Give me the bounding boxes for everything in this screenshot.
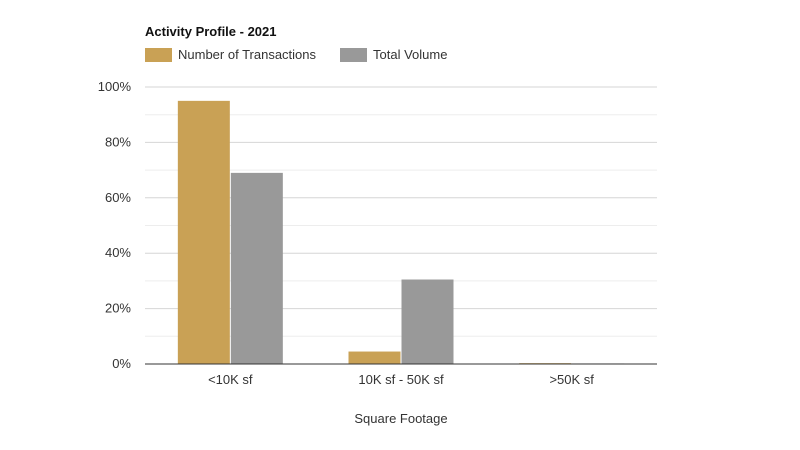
y-axis-ticks: 0% 20% 40% 60% 80% 100% [98,79,132,371]
legend-label-transactions: Number of Transactions [178,47,317,62]
x-tick-label: >50K sf [549,372,594,387]
bars [177,100,625,364]
x-tick-label: <10K sf [208,372,253,387]
x-tick-label: 10K sf - 50K sf [358,372,444,387]
legend-swatch-volume [340,47,368,62]
bar-volume [230,172,283,364]
y-tick-label: 40% [105,245,131,260]
legend-label-volume: Total Volume [373,47,448,62]
chart-title: Activity Profile - 2021 [145,24,277,39]
x-axis-ticks: <10K sf 10K sf - 50K sf >50K sf [208,372,594,387]
y-tick-label: 60% [105,190,131,205]
y-tick-label: 80% [105,134,131,149]
chart-legend: Number of Transactions Total Volume [145,47,471,62]
legend-item-transactions: Number of Transactions [145,47,316,62]
bar-transactions [348,351,401,364]
x-axis-title: Square Footage [354,411,447,426]
y-tick-label: 20% [105,301,131,316]
gridlines [145,86,657,365]
legend-item-volume: Total Volume [340,47,447,62]
y-tick-label: 100% [98,79,132,94]
y-tick-label: 0% [112,356,131,371]
legend-swatch-transactions [145,47,172,62]
bar-volume [401,279,454,364]
bar-transactions [177,100,230,364]
